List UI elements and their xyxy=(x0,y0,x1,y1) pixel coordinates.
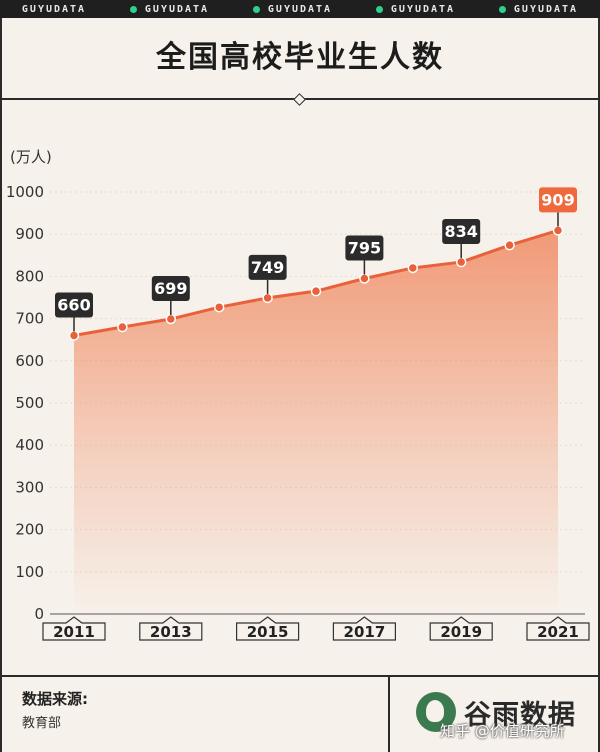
x-tick-tag xyxy=(526,616,590,641)
top-banner: GUYUDATA GUYUDATA GUYUDATA GUYUDATA GUYUDATA xyxy=(0,0,600,18)
logo-text: 谷雨数据 xyxy=(464,700,576,731)
y-tick-label: 300 xyxy=(15,478,44,496)
data-label: 795 xyxy=(348,239,381,258)
x-tick-tag xyxy=(429,616,493,641)
chart-title: 全国高校毕业生人数 xyxy=(156,40,444,75)
banner-item: GUYUDATA xyxy=(22,4,86,15)
banner-dot-icon xyxy=(498,5,506,13)
banner-brand-text: GUYUDATA xyxy=(21,3,87,15)
x-tick-tag xyxy=(236,616,300,641)
data-point xyxy=(68,330,80,341)
banner-brand-text: GUYUDATA xyxy=(144,3,210,15)
y-tick-label: 600 xyxy=(15,352,44,370)
x-tick-label: 2019 xyxy=(440,623,482,641)
x-tick-tag xyxy=(139,616,203,641)
x-tick-label: 2011 xyxy=(53,623,95,641)
data-point xyxy=(359,273,370,284)
data-point xyxy=(117,321,128,333)
data-point xyxy=(455,256,467,268)
data-point xyxy=(310,285,322,297)
data-label: 749 xyxy=(251,258,284,277)
footer-divider xyxy=(0,675,600,677)
data-label-box xyxy=(151,276,190,302)
banner-item: GUYUDATA xyxy=(252,3,333,15)
banner-brand-text: GUYUDATA xyxy=(513,3,579,15)
x-tick-label: 2013 xyxy=(150,623,192,641)
banner-item: GUYUDATA xyxy=(498,3,579,15)
data-point xyxy=(504,239,515,251)
y-tick-label: 800 xyxy=(15,267,44,285)
banner-dot-icon xyxy=(252,5,260,13)
banner-brand-text: GUYUDATA xyxy=(390,3,456,15)
watermark: 知乎 @价值研究所 xyxy=(440,722,565,740)
banner-dot-icon xyxy=(375,5,383,13)
footer-vertical-divider xyxy=(388,676,390,752)
data-point xyxy=(213,301,225,313)
data-point xyxy=(407,262,419,274)
y-axis-unit: (万人) xyxy=(10,148,52,166)
y-tick-label: 900 xyxy=(15,225,44,243)
frame-right xyxy=(598,18,600,752)
y-tick-label: 100 xyxy=(15,563,44,581)
y-tick-label: 400 xyxy=(15,436,44,454)
data-label: 699 xyxy=(154,279,187,298)
data-label-box xyxy=(442,219,481,245)
x-tick-tag xyxy=(42,616,106,641)
banner-brand-text: GUYUDATA xyxy=(267,3,333,15)
x-tick-tag xyxy=(332,616,396,641)
data-point xyxy=(262,292,273,304)
data-label: 909 xyxy=(541,190,574,209)
data-label: 834 xyxy=(444,222,477,241)
banner-item: GUYUDATA xyxy=(129,3,210,15)
x-tick-label: 2017 xyxy=(344,623,386,641)
data-label-box xyxy=(248,254,287,280)
y-tick-label: 700 xyxy=(15,310,44,328)
x-tick-label: 2021 xyxy=(537,623,579,641)
data-label-box xyxy=(55,292,93,318)
source-value: 教育部 xyxy=(22,716,62,731)
data-label-box xyxy=(539,187,577,213)
area-fill xyxy=(74,230,558,615)
x-tick-label: 2015 xyxy=(247,623,289,641)
y-tick-label: 1000 xyxy=(6,183,44,201)
data-point xyxy=(552,225,564,236)
frame-left xyxy=(0,18,2,752)
data-point xyxy=(165,313,177,325)
data-label-box xyxy=(345,235,384,261)
banner-dot-icon xyxy=(129,5,137,13)
y-tick-label: 200 xyxy=(15,521,44,539)
y-tick-label: 0 xyxy=(34,605,44,623)
banner-item: GUYUDATA xyxy=(375,3,456,15)
logo-bird-icon xyxy=(416,692,456,732)
y-tick-label: 500 xyxy=(15,394,44,412)
data-label: 660 xyxy=(57,295,90,314)
chart-area: 0 100 200 300 400 500 600 700 800 900 1000 660 699 74… xyxy=(6,183,590,641)
source-title: 数据来源: xyxy=(22,690,88,708)
